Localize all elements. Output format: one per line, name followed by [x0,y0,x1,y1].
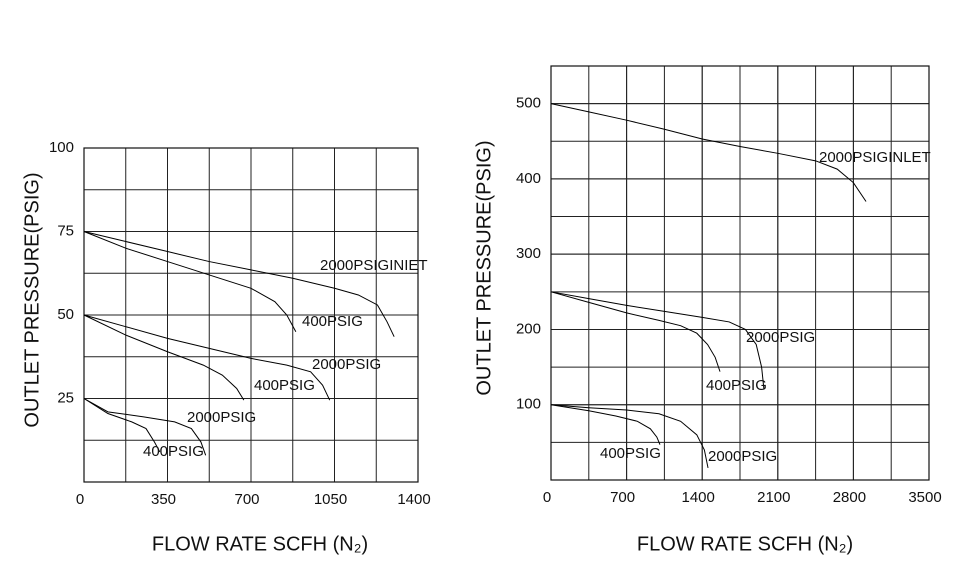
curve [83,398,161,453]
x-tick-label: 1050 [314,491,347,508]
x-axis-title: FLOW RATE SCFH (N₂) [152,533,368,555]
curve-label: 2000PSIGINLET [819,149,931,166]
curve-label: 2000PSIG [708,448,777,465]
x-tick-label: 700 [610,489,635,506]
x-tick-label: 2800 [833,489,866,506]
x-tick-label: 700 [234,491,259,508]
curve [83,398,207,456]
y-tick-label: 500 [516,95,541,112]
curve-label: 2000PSIG [187,409,256,426]
x-tick-label: 350 [151,491,176,508]
curve-label: 400PSIG [706,377,767,394]
x-tick-label: 1400 [397,491,430,508]
x-tick-label: 0 [76,491,84,508]
curve-label: 2000PSIGINIET [320,257,428,274]
curve-label: 400PSIG [254,377,315,394]
y-axis-title: OUTLET PRESSURE(PSIG) [473,140,495,395]
x-tick-label: 1400 [682,489,715,506]
y-tick-label: 50 [57,306,74,323]
x-tick-label: 3500 [908,489,941,506]
y-tick-label: 100 [516,396,541,413]
x-tick-label: 2100 [757,489,790,506]
y-axis-title: OUTLET PRESSURE(PSIG) [21,172,43,427]
y-tick-label: 200 [516,320,541,337]
curve [83,231,395,337]
curve [83,314,245,401]
y-tick-label: 100 [49,139,74,156]
plot-frame [550,65,930,481]
curve [550,103,867,202]
y-tick-label: 25 [57,389,74,406]
y-tick-label: 400 [516,170,541,187]
curve [550,404,709,469]
curve-label: 400PSIG [600,445,661,462]
curve-label: 2000PSIG [746,329,815,346]
curve [550,291,765,390]
y-tick-label: 300 [516,245,541,262]
curve-label: 400PSIG [302,313,363,330]
curve-label: 400PSIG [143,443,204,460]
x-tick-label: 0 [543,489,551,506]
curve [550,404,661,445]
curve [550,291,721,372]
curve-label: 2000PSIG [312,356,381,373]
y-tick-label: 75 [57,222,74,239]
x-axis-title: FLOW RATE SCFH (N₂) [637,533,853,555]
curve [83,231,297,332]
curve [83,314,331,401]
